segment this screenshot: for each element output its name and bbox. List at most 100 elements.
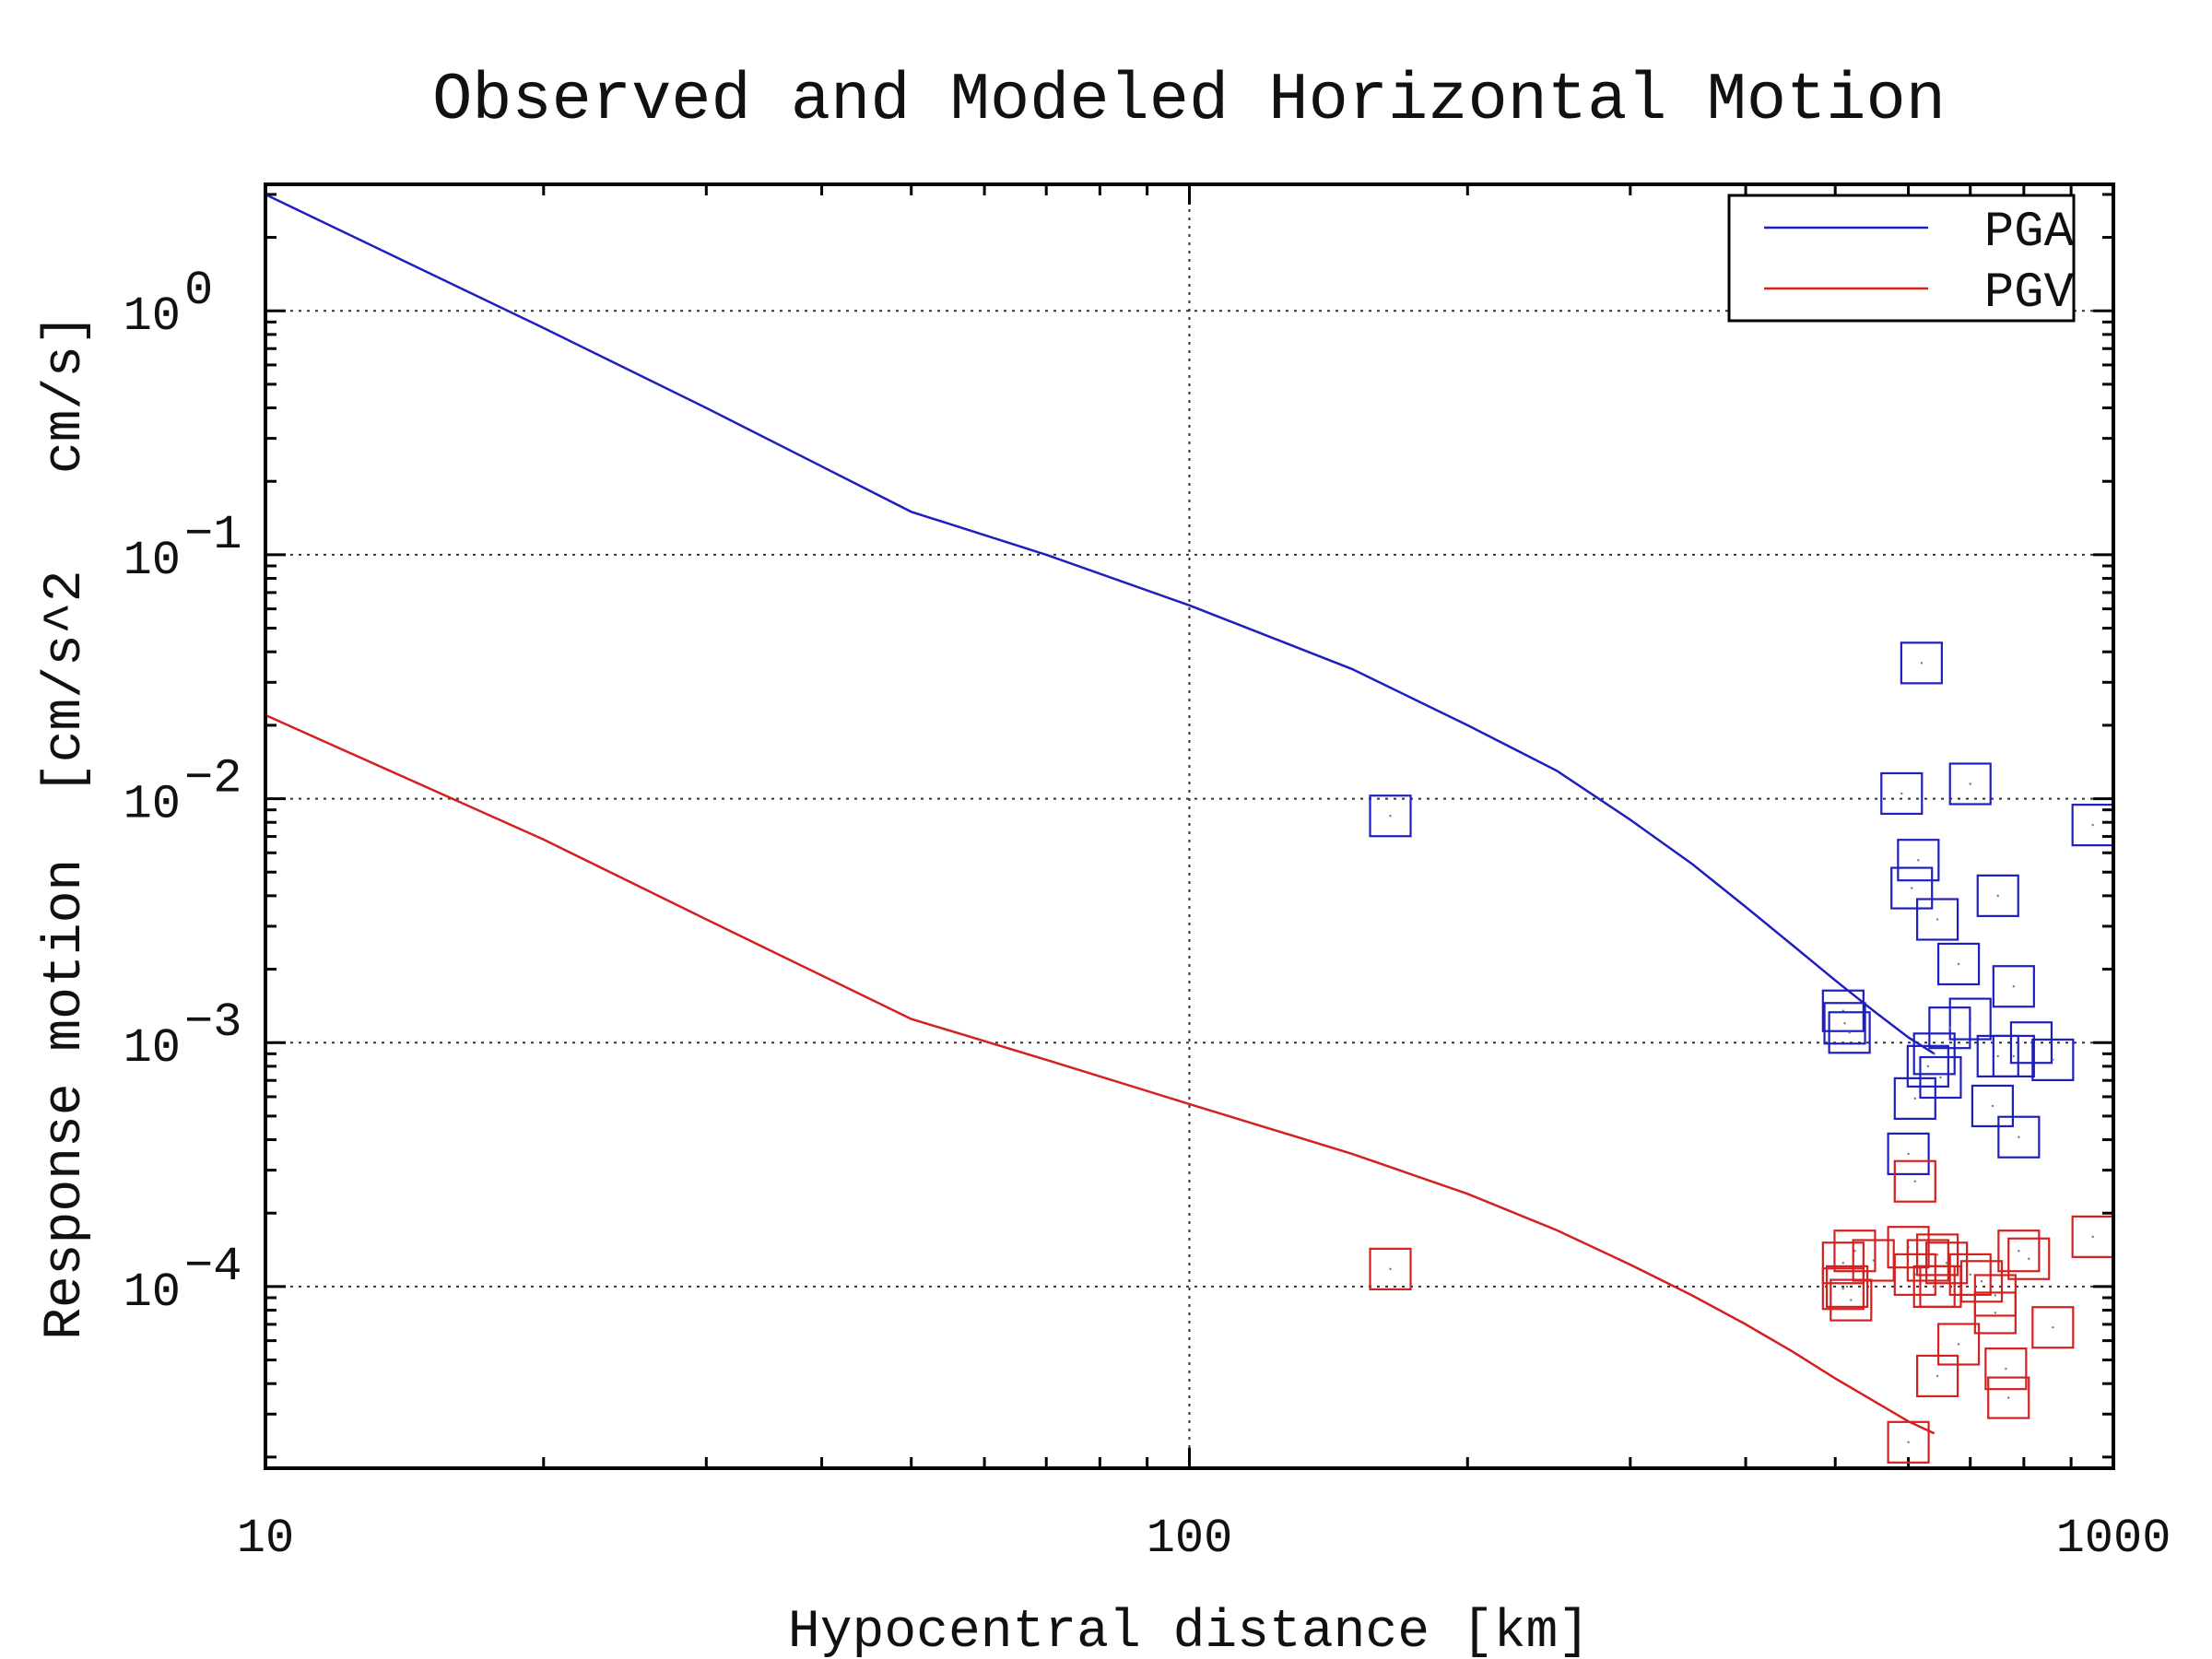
data-point-center-pgv-observed <box>1994 1312 1997 1314</box>
data-point-pga-observed <box>1976 874 2019 917</box>
data-point-pga-observed <box>1823 1002 1866 1045</box>
legend-label-pga: PGA <box>1984 205 2075 261</box>
data-point-center-pga-observed <box>1389 815 1392 818</box>
data-point-pga-observed <box>1890 866 1934 910</box>
data-point-center-pga-observed <box>2012 985 2016 988</box>
data-point-pgv-observed <box>1912 1265 1956 1308</box>
data-point-pgv-observed <box>1915 1354 1959 1398</box>
data-point-center-pgv-observed <box>1939 1285 1942 1288</box>
legend: PGA PGV <box>1727 194 2076 323</box>
data-point-center-pgv-observed <box>1980 1280 1983 1283</box>
data-point-pga-observed <box>2009 1021 2053 1065</box>
y-tick-label: 10 <box>124 289 181 344</box>
data-point-center-pga-observed <box>2018 1135 2020 1138</box>
data-point-center-pga-observed <box>1843 1022 1846 1025</box>
data-point-center-pgv-observed <box>1957 1343 1960 1346</box>
data-point-pgv-observed <box>1821 1241 1865 1285</box>
data-point-pga-observed <box>1928 1006 1971 1050</box>
data-point-pgv-observed <box>1830 1278 1873 1322</box>
data-point-pgv-observed <box>1825 1265 1869 1308</box>
data-point-pgv-observed <box>1973 1291 2017 1335</box>
data-point-pga-observed <box>1936 942 1981 986</box>
data-point-center-pgv-observed <box>1907 1441 1910 1444</box>
data-point-pgv-observed <box>1369 1247 1412 1290</box>
data-point-pga-observed <box>1369 794 1412 838</box>
data-point-pgv-observed <box>1924 1241 1969 1285</box>
data-point-pga-observed <box>1992 1034 2035 1078</box>
data-point-center-pga-observed <box>1920 662 1924 665</box>
data-point-center-pga-observed <box>1917 859 1920 862</box>
data-point-pga-observed <box>1900 641 1943 685</box>
data-point-center-pgv-observed <box>2052 1326 2054 1329</box>
y-tick-exponent: −3 <box>184 995 241 1050</box>
data-point-pga-observed <box>1897 839 1940 882</box>
data-point-pgv-observed <box>2031 1306 2075 1349</box>
data-point-pga-observed <box>1906 1044 1949 1088</box>
data-point-center-pgv-observed <box>1841 1288 1845 1290</box>
data-point-center-pga-observed <box>1948 1026 1951 1030</box>
y-tick-exponent: 0 <box>184 264 213 318</box>
data-point-center-pga-observed <box>1996 894 1999 898</box>
data-point-center-pga-observed <box>1848 1031 1851 1034</box>
data-point-pga-observed <box>1997 1115 2041 1159</box>
y-tick-label: 10 <box>124 534 181 588</box>
data-point-pga-observed <box>1880 771 1924 816</box>
data-point-center-pga-observed <box>1913 1097 1916 1100</box>
data-point-center-pgv-observed <box>1945 1262 1948 1265</box>
data-point-pgv-observed <box>1821 1267 1865 1311</box>
chart-title: Observed and Modeled Horizontal Motion <box>432 63 1946 138</box>
data-point-center-pgv-observed <box>1389 1267 1392 1271</box>
x-tick-label: 100 <box>1147 1512 1233 1566</box>
data-point-center-pga-observed <box>1957 962 1960 966</box>
data-point-center-pgv-observed <box>1913 1180 1916 1182</box>
y-tick-label: 10 <box>124 778 181 832</box>
x-tick-labels: 10 100 1000 <box>237 1512 2171 1566</box>
data-point-pgv-observed <box>1984 1347 2028 1391</box>
data-point-center-pgv-observed <box>1853 1250 1856 1253</box>
data-point-center-pga-observed <box>1936 918 1939 921</box>
data-point-center-pgv-observed <box>2028 1257 2030 1260</box>
y-tick-label: 10 <box>124 1021 181 1076</box>
data-point-center-pga-observed <box>1907 1152 1910 1156</box>
data-point-pga-observed <box>1971 1084 2015 1128</box>
y-tick-exponent: −2 <box>184 752 241 806</box>
series-layer <box>265 193 2114 1464</box>
x-tick-label: 1000 <box>2056 1512 2171 1566</box>
data-point-center-pga-observed <box>2052 1058 2054 1062</box>
data-point-pga-observed <box>1912 1032 1956 1076</box>
data-point-pga-observed <box>1948 762 1992 806</box>
data-point-pgv-observed <box>1887 1420 1930 1464</box>
y-axis-label: Response motion [cm/s^2 cm/s] <box>36 313 96 1340</box>
data-point-center-pgv-observed <box>1845 1285 1849 1288</box>
data-point-center-pga-observed <box>1991 1104 1994 1108</box>
data-point-center-pgv-observed <box>1933 1285 1936 1288</box>
data-point-center-pgv-observed <box>1841 1262 1845 1265</box>
data-point-pga-observed <box>1828 1011 1871 1054</box>
data-point-center-pgv-observed <box>1994 1294 1997 1297</box>
x-axis-label: Hypocentral distance [km] <box>788 1603 1590 1659</box>
data-point-center-pgv-observed <box>1872 1259 1875 1262</box>
data-point-pga-observed <box>1887 1132 1930 1175</box>
data-point-center-pga-observed <box>1926 1065 1930 1068</box>
data-point-center-pgv-observed <box>2018 1250 2020 1253</box>
plot-frame <box>264 182 2115 1470</box>
y-tick-label: 10 <box>124 1265 181 1320</box>
data-point-center-pga-observed <box>1996 1054 1999 1058</box>
legend-box <box>1727 194 2076 323</box>
data-point-pgv-observed <box>2007 1237 2051 1280</box>
data-point-center-pga-observed <box>1969 782 1971 785</box>
data-point-center-pga-observed <box>1900 792 1903 795</box>
data-point-center-pgv-observed <box>2007 1396 2010 1399</box>
x-tick-label: 10 <box>237 1512 294 1566</box>
data-point-pgv-observed <box>1987 1376 2030 1419</box>
data-point-center-pgv-observed <box>1936 1374 1939 1378</box>
data-point-center-pga-observed <box>1939 1076 1942 1079</box>
y-tick-exponent: −1 <box>184 508 241 562</box>
data-point-center-pgv-observed <box>1850 1299 1853 1301</box>
data-point-center-pgv-observed <box>2091 1235 2094 1239</box>
data-point-center-pgv-observed <box>1926 1259 1930 1262</box>
data-point-pgv-observed <box>1997 1230 2041 1273</box>
data-point-center-pgv-observed <box>1936 1253 1939 1256</box>
